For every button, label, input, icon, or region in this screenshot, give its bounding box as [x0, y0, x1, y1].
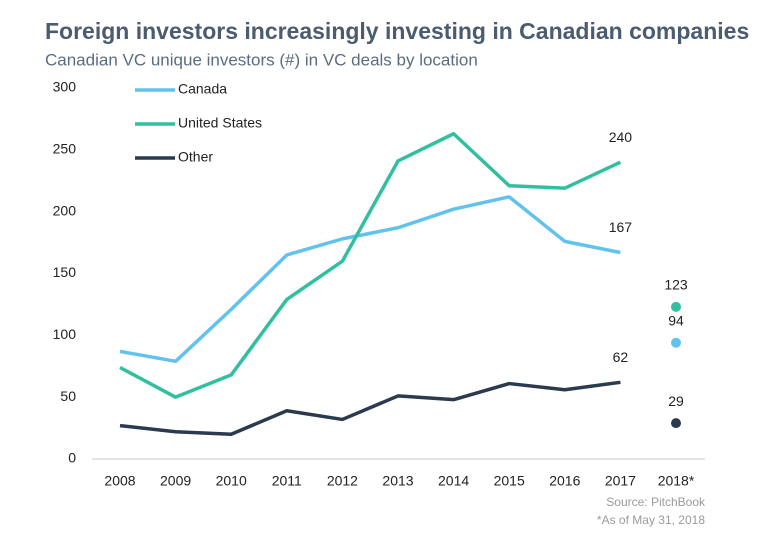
y-tick-label: 100 [53, 326, 77, 342]
legend-label: Other [178, 149, 213, 165]
data-label: 240 [609, 129, 633, 145]
series-line [119, 195, 621, 364]
x-tick-label: 2015 [494, 473, 525, 489]
data-label: 94 [668, 312, 684, 328]
y-tick-label: 200 [53, 202, 77, 218]
data-label: 62 [613, 349, 629, 365]
chart-subtitle: Canadian VC unique investors (#) in VC d… [45, 50, 478, 69]
x-tick-label: 2009 [160, 473, 191, 489]
chart-title: Foreign investors increasingly investing… [45, 18, 749, 44]
x-tick-label: 2017 [605, 473, 636, 489]
point [671, 418, 681, 429]
x-tick-label: 2012 [327, 473, 358, 489]
x-tick-label: 2008 [104, 473, 135, 489]
data-label: 123 [664, 277, 688, 293]
footnote: *As of May 31, 2018 [597, 513, 705, 527]
x-tick-label: 2013 [382, 473, 413, 489]
x-tick-label: 2014 [438, 473, 469, 489]
point [671, 301, 681, 312]
point [671, 337, 681, 348]
y-tick-label: 300 [53, 79, 77, 95]
x-tick-label: 2018* [658, 473, 695, 489]
y-tick-label: 50 [60, 388, 76, 404]
legend-label: Canada [178, 81, 227, 97]
legend-label: United States [178, 115, 262, 131]
y-tick-label: 0 [68, 450, 76, 466]
series-line [119, 380, 621, 437]
data-label: 29 [668, 393, 684, 409]
x-tick-label: 2016 [549, 473, 580, 489]
x-tick-label: 2010 [216, 473, 247, 489]
source: Source: PitchBook [606, 495, 706, 509]
x-tick-label: 2011 [272, 473, 302, 489]
data-label: 167 [609, 219, 633, 235]
series-line [119, 132, 622, 399]
y-tick-label: 150 [53, 264, 77, 280]
y-tick-label: 250 [53, 141, 77, 157]
